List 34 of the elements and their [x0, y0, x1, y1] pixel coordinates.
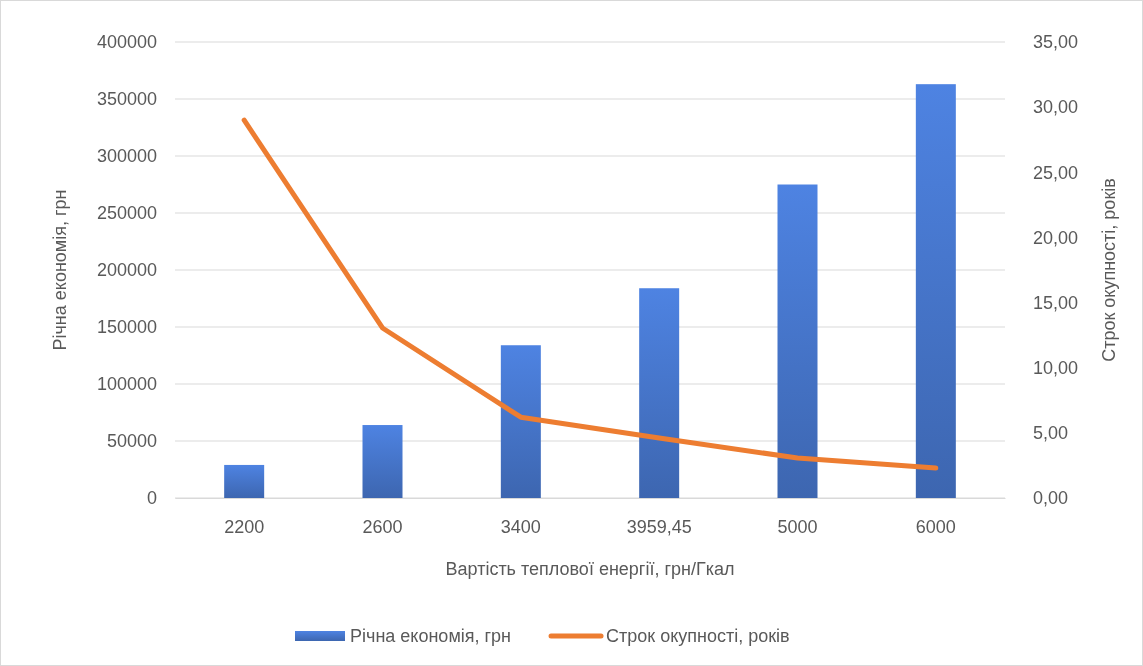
y-tick-label: 300000 [96, 146, 157, 167]
y2-tick-label: 35,00 [1033, 32, 1079, 53]
y-tick-label: 350000 [96, 89, 157, 110]
x-tick-label: 2600 [362, 516, 403, 537]
y-axis-title: Річна економія, грн [50, 189, 70, 351]
bar [362, 425, 403, 498]
y-tick-label: 400000 [96, 32, 157, 53]
y-tick-label: 200000 [96, 260, 157, 281]
y-tick-label: 100000 [96, 374, 157, 395]
y2-axis-title: Строк окупності, років [1099, 178, 1119, 362]
x-tick-label: 3959,45 [626, 516, 692, 537]
x-tick-label: 6000 [915, 516, 956, 537]
y2-tick-label: 0,00 [1033, 488, 1069, 509]
x-tick-label: 5000 [777, 516, 818, 537]
bar [915, 84, 956, 498]
y-tick-label: 0 [146, 488, 157, 509]
x-tick-label: 2200 [224, 516, 265, 537]
y2-tick-label: 5,00 [1033, 423, 1069, 444]
legend-label: Строк окупності, років [606, 626, 790, 646]
y2-tick-label: 30,00 [1033, 97, 1079, 118]
bar [639, 288, 680, 498]
bar [224, 464, 265, 498]
bar [777, 184, 818, 498]
y2-tick-label: 10,00 [1033, 357, 1079, 378]
y2-tick-label: 20,00 [1033, 227, 1079, 248]
x-tick-label: 3400 [500, 516, 541, 537]
y-tick-label: 50000 [106, 431, 157, 452]
y2-tick-label: 15,00 [1033, 292, 1079, 313]
legend-label: Річна економія, грн [350, 626, 512, 646]
x-axis-title: Вартість теплової енергії, грн/Гкал [445, 559, 735, 579]
y-tick-label: 150000 [96, 317, 157, 338]
bar [500, 345, 541, 498]
y2-tick-label: 25,00 [1033, 162, 1079, 183]
y-tick-label: 250000 [96, 203, 157, 224]
